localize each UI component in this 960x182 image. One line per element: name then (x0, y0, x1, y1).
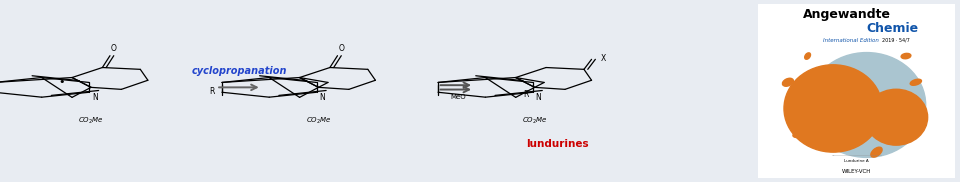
Text: ________________________: ________________________ (831, 152, 882, 156)
Text: N: N (92, 93, 98, 102)
Ellipse shape (871, 147, 882, 157)
Text: $\mathit{CO_2Me}$: $\mathit{CO_2Me}$ (522, 116, 547, 126)
Ellipse shape (793, 132, 803, 137)
Text: •: • (59, 77, 65, 87)
Text: WILEY-VCH: WILEY-VCH (842, 169, 872, 174)
Text: N: N (536, 93, 541, 102)
Text: International Edition: International Edition (823, 38, 878, 43)
Text: O: O (338, 44, 345, 53)
Text: Lundurine A: Lundurine A (845, 159, 869, 163)
Ellipse shape (804, 53, 810, 59)
Circle shape (865, 89, 927, 145)
Text: Chemie: Chemie (866, 22, 919, 35)
Ellipse shape (910, 79, 922, 85)
Text: 2019 · 54/7: 2019 · 54/7 (882, 38, 910, 43)
Text: MeO: MeO (451, 94, 467, 100)
Circle shape (784, 65, 882, 152)
Ellipse shape (782, 78, 793, 86)
Text: lundurines: lundurines (526, 139, 588, 149)
Text: $\mathit{CO_2Me}$: $\mathit{CO_2Me}$ (78, 116, 104, 126)
Ellipse shape (901, 53, 911, 59)
Text: R: R (209, 87, 214, 96)
Text: X: X (600, 54, 606, 63)
Text: R: R (523, 90, 529, 99)
Text: $\mathit{CO_2Me}$: $\mathit{CO_2Me}$ (305, 116, 331, 126)
Text: Angewandte: Angewandte (803, 9, 891, 21)
Text: O: O (110, 44, 117, 53)
Text: N: N (320, 93, 325, 102)
Text: cyclopropanation: cyclopropanation (191, 66, 287, 76)
Circle shape (807, 53, 925, 157)
